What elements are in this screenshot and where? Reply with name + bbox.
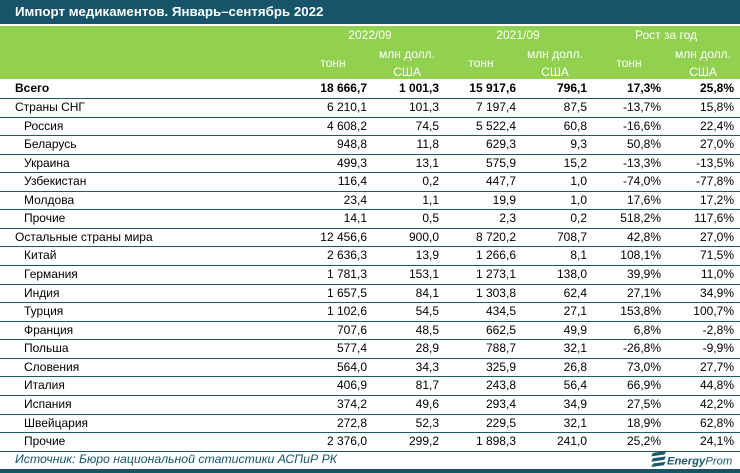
svg-text:EnergyProm: EnergyProm [667, 456, 732, 468]
